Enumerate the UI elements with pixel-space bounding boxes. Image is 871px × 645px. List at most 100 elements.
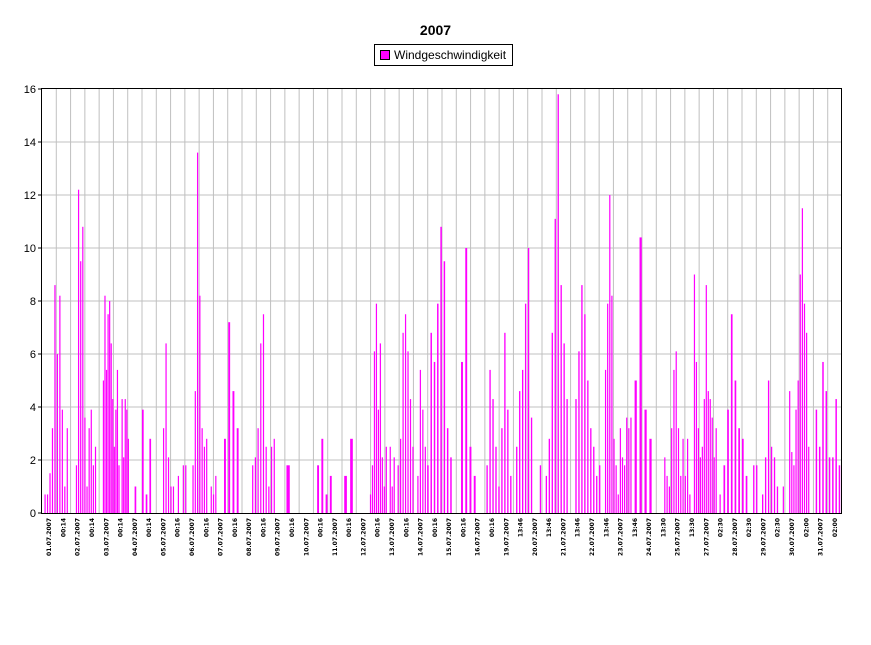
data-bar: [167, 457, 170, 513]
data-bar: [803, 303, 806, 513]
data-bar: [611, 295, 613, 513]
data-bar: [228, 322, 231, 513]
data-bar: [404, 314, 407, 513]
data-bar: [44, 494, 46, 513]
data-bar: [373, 351, 376, 513]
x-tick-label: 00:16: [260, 518, 267, 537]
data-bar: [522, 369, 524, 513]
data-bar: [675, 351, 677, 513]
data-bar: [121, 399, 123, 513]
data-bar: [61, 409, 63, 513]
x-tick-label: 25.07.2007: [675, 518, 682, 556]
data-bar: [417, 475, 419, 513]
y-tick-label: 4: [30, 402, 36, 414]
x-tick-label: 02:00: [832, 518, 839, 537]
data-bar: [450, 457, 452, 513]
data-bar: [185, 465, 187, 513]
data-bar: [624, 465, 626, 513]
data-bar: [203, 446, 206, 513]
x-tick-label: 23.07.2007: [618, 518, 625, 556]
data-bar: [142, 409, 144, 513]
data-bar: [473, 475, 476, 513]
x-tick-label: 13:46: [546, 518, 553, 537]
x-tick-label: 02:30: [775, 518, 782, 537]
data-bar: [808, 446, 810, 513]
x-tick-label: 00:16: [489, 518, 496, 537]
data-bar: [838, 465, 841, 513]
x-tick-label: 00:14: [118, 518, 125, 537]
data-bar: [109, 301, 111, 513]
y-axis: 0 2 4 6 8 10 12 14 16: [24, 84, 42, 520]
data-bar: [446, 428, 449, 513]
x-tick-label: 20.07.2007: [532, 518, 539, 556]
x-tick-label: 05.07.2007: [160, 518, 167, 556]
data-bar: [767, 380, 770, 513]
legend-swatch: [380, 50, 390, 60]
y-tick-label: 8: [30, 296, 36, 308]
x-tick-label: 14.07.2007: [418, 518, 425, 556]
x-tick-label: 00:16: [460, 518, 467, 537]
x-tick-label: 00:16: [346, 518, 353, 537]
data-bar: [94, 446, 97, 513]
data-bar: [236, 428, 239, 513]
x-tick-label: 00:14: [146, 518, 153, 537]
data-bar: [776, 486, 779, 513]
data-bar: [257, 428, 259, 513]
data-bar: [609, 195, 611, 513]
data-bar: [699, 457, 701, 513]
data-bar: [412, 446, 414, 513]
data-bar: [630, 417, 632, 513]
data-bar: [634, 380, 637, 513]
data-bar: [66, 428, 68, 513]
data-bar: [206, 438, 208, 513]
data-bar: [400, 438, 402, 513]
data-bar: [113, 446, 115, 513]
data-bar: [377, 409, 379, 513]
data-bar: [578, 351, 580, 513]
data-bar: [671, 428, 673, 513]
data-bar: [102, 380, 105, 513]
data-bar: [383, 486, 385, 513]
data-bar: [424, 446, 426, 513]
y-tick-label: 10: [24, 243, 36, 255]
x-tick-label: 29.07.2007: [760, 518, 767, 556]
data-bar: [639, 237, 642, 513]
x-tick-label: 21.07.2007: [560, 518, 567, 556]
x-tick-label: 15.07.2007: [446, 518, 453, 556]
data-bar: [753, 465, 755, 513]
data-bar: [756, 465, 758, 513]
data-bar: [232, 391, 235, 513]
data-bar: [49, 473, 51, 513]
x-tick-label: 00:16: [432, 518, 439, 537]
data-bar: [791, 452, 793, 513]
data-bar: [371, 465, 374, 513]
x-axis: 01.07.2007 00:14 02.07.2007 00:14 03.07.2007…: [46, 518, 839, 556]
data-bar: [727, 409, 729, 513]
data-bar: [437, 303, 439, 513]
data-bar: [590, 428, 592, 513]
data-bar: [465, 248, 468, 513]
data-bar: [707, 391, 709, 513]
data-bar: [828, 457, 831, 513]
data-bar: [795, 409, 797, 513]
x-tick-label: 22.07.2007: [589, 518, 596, 556]
data-bar: [389, 446, 391, 513]
x-tick-label: 03.07.2007: [103, 518, 110, 556]
data-bar: [644, 409, 647, 513]
data-bar: [115, 409, 117, 513]
data-bar: [407, 351, 409, 513]
data-bar: [391, 486, 393, 513]
data-bar: [82, 226, 84, 514]
data-bar: [430, 332, 432, 513]
data-bar: [682, 438, 684, 513]
data-bar: [379, 343, 381, 513]
data-bar: [325, 494, 328, 513]
data-bar: [593, 446, 595, 513]
data-bar: [461, 361, 463, 513]
y-tick-label: 14: [24, 137, 36, 149]
data-bar: [689, 494, 691, 513]
data-bar: [815, 409, 818, 513]
data-bar: [440, 226, 442, 514]
data-bar: [210, 486, 212, 513]
data-bar: [649, 438, 652, 513]
